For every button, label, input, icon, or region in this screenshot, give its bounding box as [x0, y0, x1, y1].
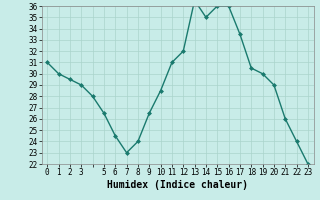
X-axis label: Humidex (Indice chaleur): Humidex (Indice chaleur)	[107, 180, 248, 190]
